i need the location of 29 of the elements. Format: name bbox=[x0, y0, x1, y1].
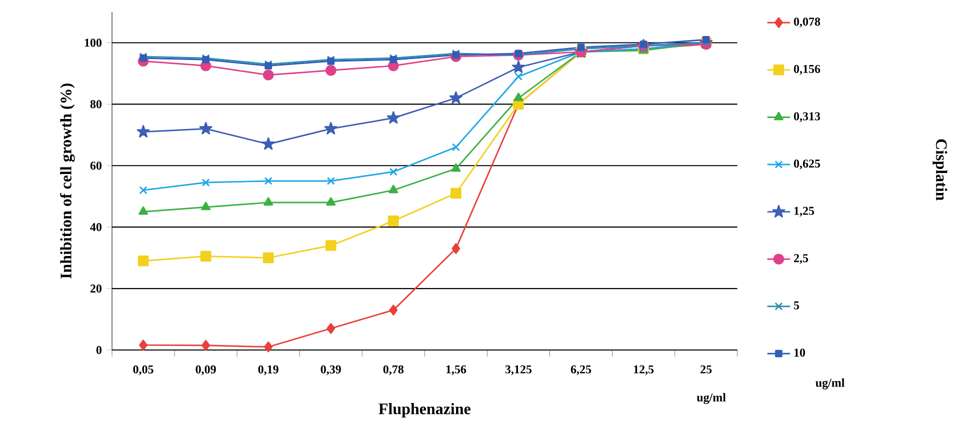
legend-label: 0,313 bbox=[794, 112, 820, 122]
y-tick-label: 20 bbox=[90, 284, 102, 293]
y-tick-label: 100 bbox=[84, 38, 102, 47]
x-tick-label: 25 bbox=[700, 365, 712, 374]
legend-label: 0,078 bbox=[794, 18, 820, 28]
x-tick-label: 0,19 bbox=[258, 365, 278, 376]
legend-label: 1,25 bbox=[794, 206, 814, 217]
x-tick-label: 3,125 bbox=[505, 365, 532, 376]
legend-label: 2,5 bbox=[794, 254, 808, 264]
x-tick-label: 0,05 bbox=[133, 365, 154, 376]
x-tick-label: 0,39 bbox=[320, 365, 341, 376]
legend-title: Cisplatin bbox=[932, 139, 948, 201]
legend-label: 0,156 bbox=[794, 64, 820, 75]
y-tick-label: 0 bbox=[96, 346, 102, 354]
text: ug/ml bbox=[696, 393, 726, 404]
x-tick-label: 1,56 bbox=[446, 365, 466, 376]
x-axis-title: Fluphenazine bbox=[378, 403, 470, 418]
y-tick-label: 40 bbox=[90, 223, 102, 232]
y-tick-label: 60 bbox=[90, 162, 102, 170]
legend-label: 0,625 bbox=[794, 160, 820, 170]
x-tick-label: 12,5 bbox=[634, 365, 654, 376]
x-tick-label: 6,25 bbox=[570, 365, 592, 376]
x-tick-label: 0,78 bbox=[383, 365, 404, 376]
y-axis-title: Inhibition of cell growth (%) bbox=[60, 84, 75, 279]
y-tick-label: 80 bbox=[90, 100, 102, 108]
x-tick-label: 0,09 bbox=[196, 365, 216, 376]
legend-label: 10 bbox=[794, 348, 806, 357]
legend-label: 5 bbox=[794, 301, 800, 310]
text: ug/ml bbox=[816, 378, 845, 390]
